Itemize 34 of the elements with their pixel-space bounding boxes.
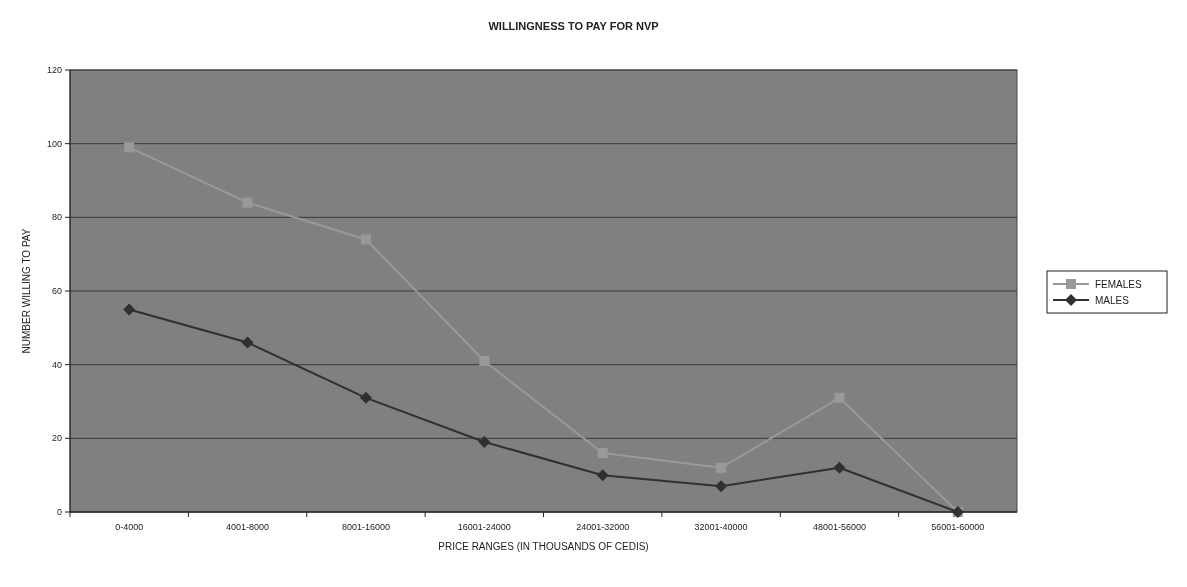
- point: [478, 436, 491, 449]
- y-tick-label: 0: [56, 507, 62, 518]
- y-tick-label: 120: [46, 65, 62, 76]
- x-tick-label: 32001-40000: [694, 522, 748, 532]
- point: [242, 197, 253, 208]
- point: [124, 142, 135, 153]
- y-axis-title: NUMBER WILLING TO PAY: [21, 228, 32, 354]
- point: [716, 462, 727, 473]
- legend-label: MALES: [1095, 294, 1130, 306]
- legend-label: FEMALES: [1095, 278, 1143, 290]
- point: [834, 392, 845, 403]
- y-tick-label: 60: [51, 286, 62, 297]
- y-tick-label: 80: [51, 212, 62, 223]
- point: [833, 461, 846, 474]
- point: [597, 448, 608, 459]
- point: [479, 355, 490, 366]
- x-tick-label: 16001-24000: [457, 522, 511, 532]
- x-axis-title: PRICE RANGES (IN THOUSANDS OF CEDIS): [438, 541, 649, 552]
- y-tick-label: 20: [51, 433, 62, 444]
- x-tick-label: 56001-60000: [931, 522, 985, 532]
- point: [359, 391, 372, 404]
- y-tick-label: 100: [46, 138, 62, 149]
- x-tick-label: 4001-8000: [226, 522, 270, 532]
- x-tick-label: 24001-32000: [576, 522, 630, 532]
- point: [241, 336, 254, 349]
- point: [123, 303, 136, 316]
- point: [360, 234, 371, 245]
- y-tick-label: 40: [51, 359, 62, 370]
- chart-title: WILLINGNESS TO PAY FOR NVP: [488, 20, 659, 32]
- x-tick-label: 0-4000: [115, 522, 144, 532]
- point: [596, 469, 609, 482]
- x-tick-label: 48001-56000: [812, 522, 866, 532]
- x-tick-label: 8001-16000: [341, 522, 390, 532]
- point: [715, 480, 728, 493]
